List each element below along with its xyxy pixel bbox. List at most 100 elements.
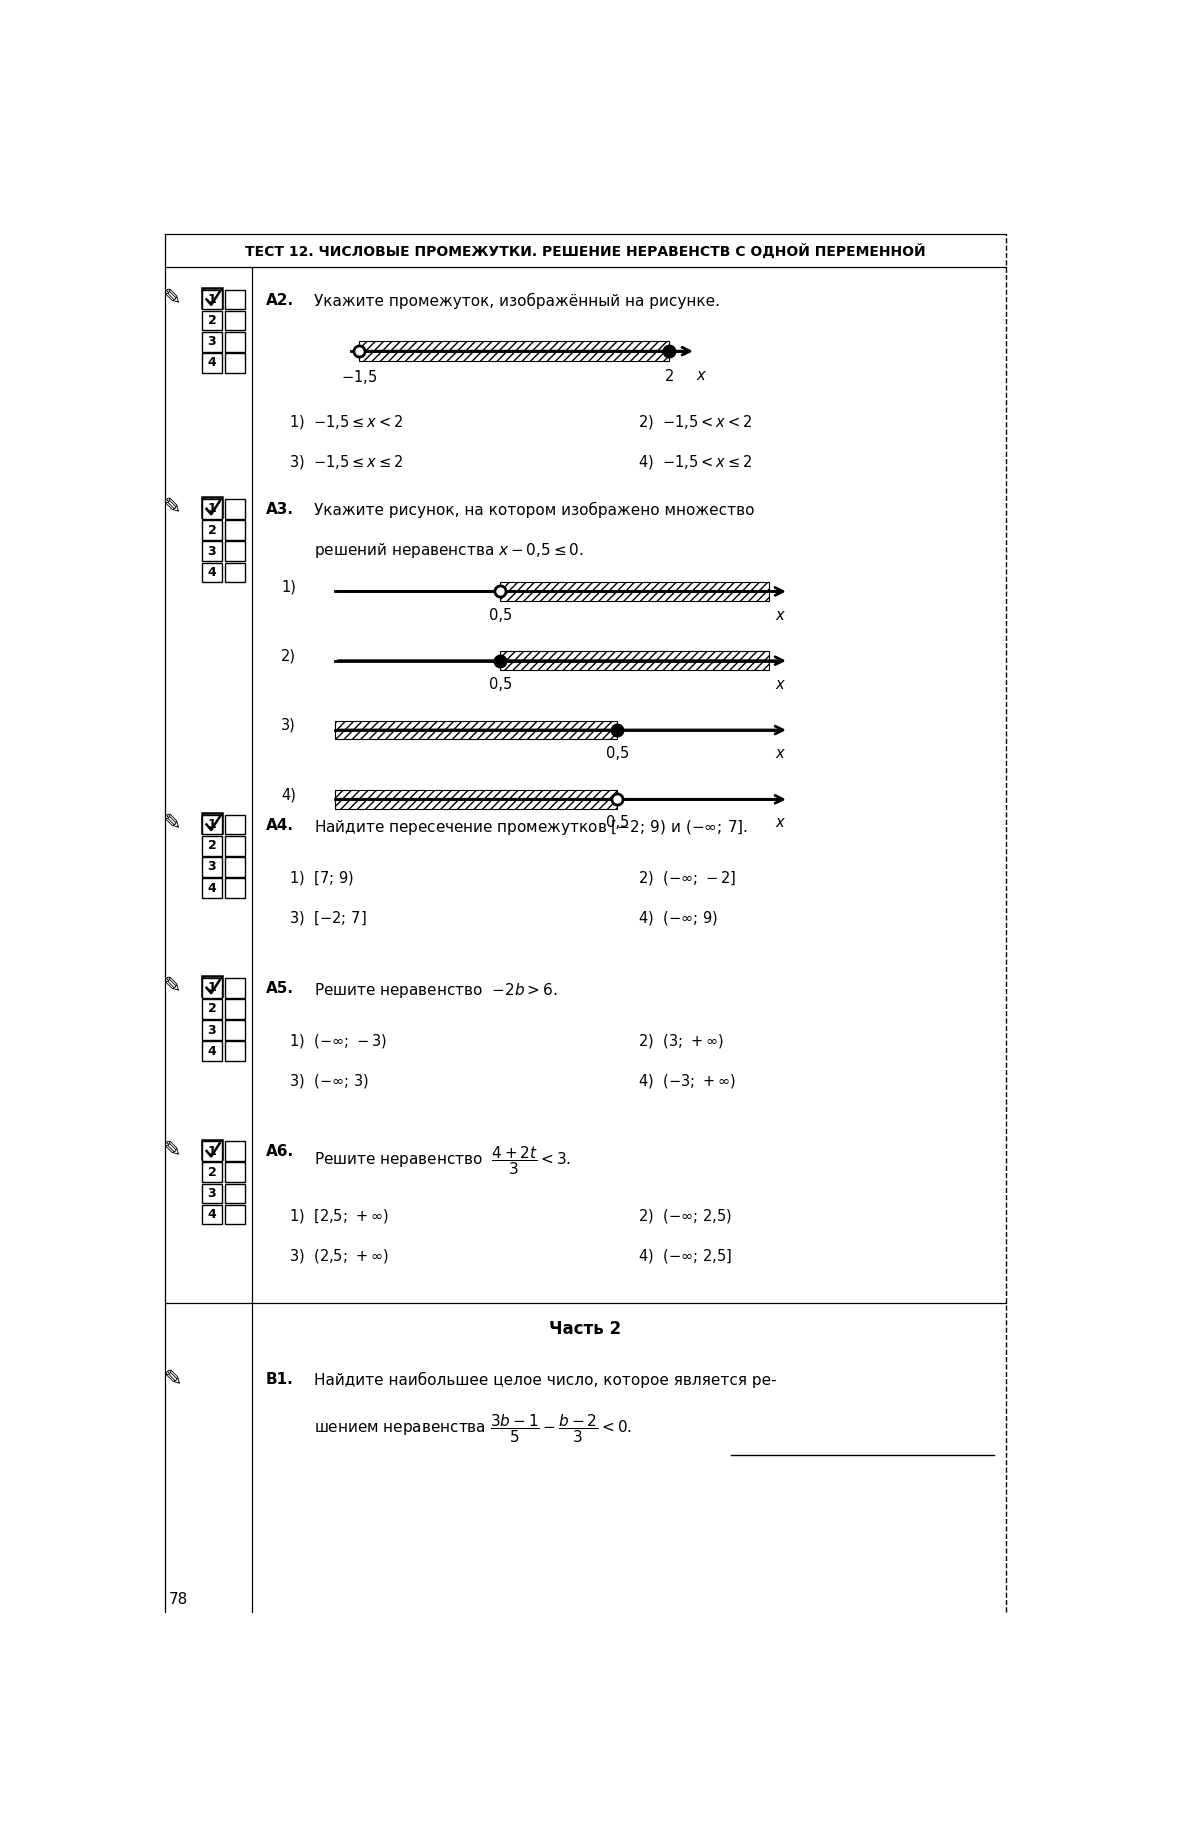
Text: Найдите пересечение промежутков $[-2;\,9)$ и $(-\infty;\,7]$.: Найдите пересечение промежутков $[-2;\,9… <box>313 818 748 836</box>
Text: 2)  $(-\infty;\,-2]$: 2) $(-\infty;\,-2]$ <box>638 869 736 886</box>
Text: ✎: ✎ <box>164 287 182 308</box>
Text: 2: 2 <box>208 523 216 536</box>
Bar <box>226 542 245 562</box>
Bar <box>226 836 245 855</box>
Text: $x$: $x$ <box>776 608 786 623</box>
Text: 3)  $(-\infty;\,3)$: 3) $(-\infty;\,3)$ <box>289 1072 369 1090</box>
Text: 3)  $[-2;\,7]$: 3) $[-2;\,7]$ <box>289 908 367 927</box>
Text: x: x <box>697 368 705 383</box>
Text: 3: 3 <box>208 335 216 348</box>
Bar <box>202 812 222 833</box>
Bar <box>202 289 222 309</box>
Text: 0,5: 0,5 <box>606 746 629 761</box>
Bar <box>501 652 770 670</box>
Text: 1)  $(-\infty;\,-3)$: 1) $(-\infty;\,-3)$ <box>289 1032 387 1050</box>
Text: Найдите наибольшее целое число, которое является ре-: Найдите наибольшее целое число, которое … <box>313 1372 777 1389</box>
Bar <box>226 499 245 519</box>
Bar <box>226 1041 245 1061</box>
Text: 4)  $(-\infty;\,2{,}5]$: 4) $(-\infty;\,2{,}5]$ <box>638 1247 733 1265</box>
Bar <box>202 1205 222 1225</box>
Text: 1): 1) <box>281 578 296 595</box>
Text: 4: 4 <box>208 565 216 578</box>
Bar <box>226 519 245 540</box>
Bar <box>202 1041 222 1061</box>
Text: 1: 1 <box>208 293 216 306</box>
Text: 3: 3 <box>208 1024 216 1037</box>
Text: 1)  $[7;\,9)$: 1) $[7;\,9)$ <box>289 869 354 886</box>
Bar <box>336 790 618 809</box>
Bar <box>226 814 245 834</box>
Text: А2.: А2. <box>265 293 294 308</box>
Text: 4): 4) <box>281 787 296 801</box>
Text: 4)  $(-\infty;\,9)$: 4) $(-\infty;\,9)$ <box>638 908 718 927</box>
Bar <box>202 1162 222 1183</box>
Text: В1.: В1. <box>265 1372 294 1387</box>
Bar <box>202 1142 222 1160</box>
Text: А6.: А6. <box>265 1144 294 1159</box>
Bar <box>202 978 222 998</box>
Bar <box>202 998 222 1019</box>
Text: Укажите рисунок, на котором изображено множество: Укажите рисунок, на котором изображено м… <box>313 503 754 518</box>
Text: $x$: $x$ <box>776 676 786 693</box>
Bar <box>226 1205 245 1225</box>
Text: $x$: $x$ <box>776 816 786 831</box>
Text: 2: 2 <box>208 1166 216 1179</box>
Text: $2$: $2$ <box>663 368 674 385</box>
Text: 0,5: 0,5 <box>489 608 511 623</box>
Text: 4: 4 <box>208 1208 216 1221</box>
Text: ✎: ✎ <box>164 497 182 518</box>
Bar <box>202 497 222 518</box>
Text: 3: 3 <box>208 1186 216 1199</box>
Bar <box>202 857 222 877</box>
Bar <box>202 499 222 519</box>
Text: 3)  $(2{,}5;\,+\infty)$: 3) $(2{,}5;\,+\infty)$ <box>289 1247 388 1265</box>
Bar <box>202 879 222 897</box>
Bar <box>202 836 222 855</box>
Text: 2: 2 <box>208 840 216 853</box>
Text: 1: 1 <box>208 818 216 831</box>
Text: 3: 3 <box>208 545 216 558</box>
Text: 1)  $-1{,}5 \leq x < 2$: 1) $-1{,}5 \leq x < 2$ <box>289 413 403 431</box>
Text: 3)  $-1{,}5 \leq x \leq 2$: 3) $-1{,}5 \leq x \leq 2$ <box>289 453 403 472</box>
Bar <box>202 976 222 997</box>
Text: 2)  $(-\infty;\,2{,}5)$: 2) $(-\infty;\,2{,}5)$ <box>638 1207 731 1225</box>
Text: 3: 3 <box>208 860 216 873</box>
Bar <box>336 720 618 739</box>
Bar <box>202 562 222 582</box>
Bar <box>202 1184 222 1203</box>
Bar <box>226 857 245 877</box>
Text: А3.: А3. <box>265 503 294 518</box>
Text: 2)  $(3;\,+\infty)$: 2) $(3;\,+\infty)$ <box>638 1032 724 1050</box>
Bar <box>226 332 245 352</box>
Text: А5.: А5. <box>265 982 294 997</box>
Text: 78: 78 <box>168 1591 188 1606</box>
Text: 3): 3) <box>281 718 296 733</box>
Text: решений неравенства $x - 0{,}5 \leq 0$.: решений неравенства $x - 0{,}5 \leq 0$. <box>313 540 583 560</box>
Bar <box>202 332 222 352</box>
Text: ✎: ✎ <box>164 814 182 833</box>
Bar <box>226 1020 245 1041</box>
Bar <box>226 289 245 309</box>
Text: 1: 1 <box>208 1144 216 1157</box>
Bar <box>202 519 222 540</box>
Text: 4: 4 <box>208 882 216 895</box>
Text: 4)  $-1{,}5 < x \leq 2$: 4) $-1{,}5 < x \leq 2$ <box>638 453 752 472</box>
Bar <box>202 542 222 562</box>
Text: 1: 1 <box>208 982 216 995</box>
Text: ✎: ✎ <box>164 976 182 997</box>
Text: 4: 4 <box>208 1044 216 1057</box>
Text: ✎: ✎ <box>164 1140 182 1160</box>
Bar <box>202 354 222 372</box>
Text: 2: 2 <box>208 315 216 328</box>
Text: 1: 1 <box>208 503 216 516</box>
Bar <box>226 562 245 582</box>
Bar <box>358 341 669 361</box>
Bar <box>501 582 770 600</box>
Text: 4: 4 <box>208 356 216 370</box>
Text: 2)  $-1{,}5 < x < 2$: 2) $-1{,}5 < x < 2$ <box>638 413 752 431</box>
Bar <box>202 311 222 330</box>
Bar <box>226 354 245 372</box>
Text: 2: 2 <box>208 1002 216 1015</box>
Bar <box>226 1184 245 1203</box>
Text: ТЕСТ 12. ЧИСЛОВЫЕ ПРОМЕЖУТКИ. РЕШЕНИЕ НЕРАВЕНСТВ С ОДНОЙ ПЕРЕМЕННОЙ: ТЕСТ 12. ЧИСЛОВЫЕ ПРОМЕЖУТКИ. РЕШЕНИЕ НЕ… <box>245 243 926 258</box>
